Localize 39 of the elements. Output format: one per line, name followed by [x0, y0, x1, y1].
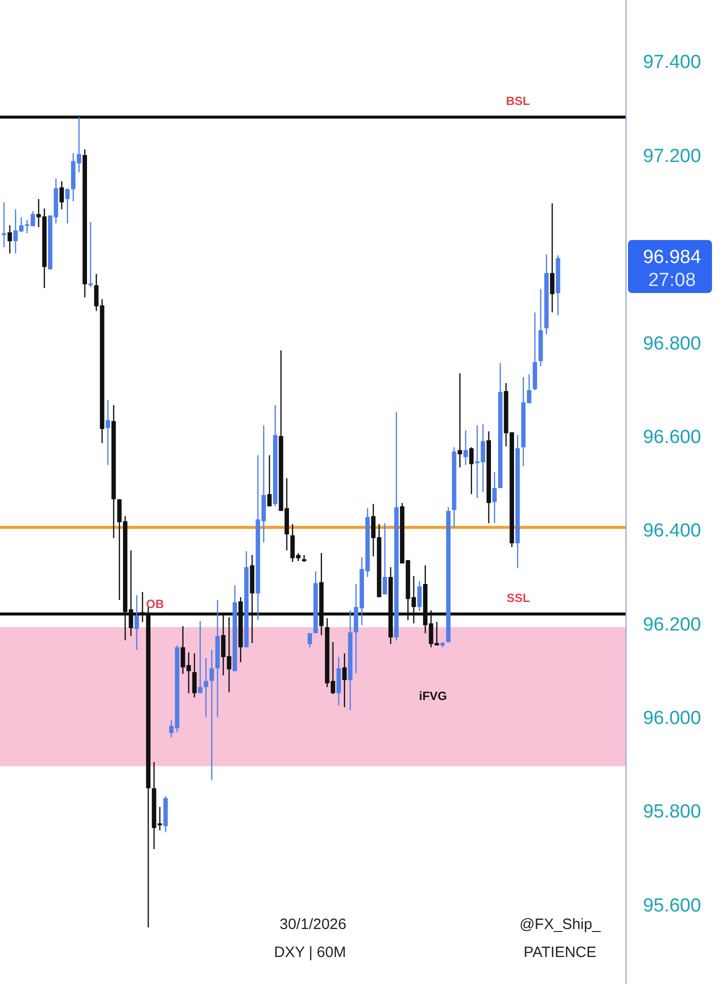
candlestick	[65, 188, 70, 224]
annotation: OB	[146, 597, 164, 612]
candlestick	[210, 649, 214, 781]
candlestick	[382, 522, 388, 595]
y-tick-label: 95.800	[642, 802, 702, 823]
y-tick-label: 96.200	[642, 614, 702, 636]
candlestick	[417, 580, 422, 612]
ref-line-label: BSL	[506, 94, 530, 108]
text: 96.984	[642, 247, 702, 268]
y-tick-label: 95.600	[642, 895, 702, 916]
candlestick	[550, 202, 554, 313]
candlestick	[458, 372, 462, 468]
candlestick	[469, 446, 474, 495]
candlestick	[204, 657, 208, 718]
candlestick	[342, 652, 347, 708]
annotation: DXY | 60M	[274, 944, 346, 961]
band-label: iFVG	[418, 688, 447, 703]
candlestick	[198, 620, 202, 694]
y-tick-label: 96.000	[642, 708, 702, 729]
y-tick-label: 96.400	[642, 520, 702, 542]
annotation: 30/1/2026	[280, 916, 346, 933]
annotation: @FX_Ship_	[519, 916, 602, 933]
candlestick	[8, 224, 12, 254]
candlestick	[267, 454, 272, 507]
y-tick-label: 96.600	[642, 426, 702, 448]
candlestick	[463, 430, 468, 466]
candlestick	[60, 180, 64, 210]
y-tick-label: 97.400	[642, 52, 702, 74]
ref-line-label: SSL	[506, 591, 530, 606]
candlestick	[134, 594, 139, 651]
annotation: PATIENCE	[524, 944, 596, 961]
text: 27:08	[648, 270, 696, 292]
candlestick	[492, 471, 497, 524]
candlestick	[106, 399, 110, 466]
candlestick	[192, 652, 197, 698]
candlestick	[308, 632, 312, 648]
candlestick	[2, 202, 6, 248]
y-tick-label: 97.200	[642, 146, 702, 167]
y-tick-label: 96.800	[642, 333, 702, 354]
